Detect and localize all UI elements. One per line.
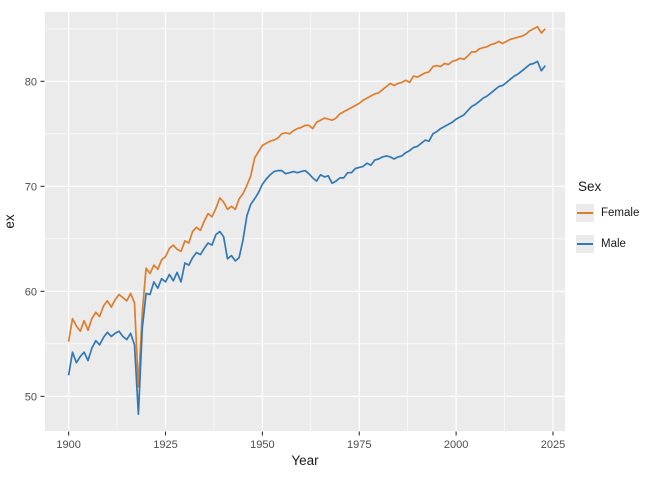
legend-items: Female Male (576, 204, 672, 266)
panel-background (45, 12, 565, 431)
series-line-female (67, 25, 546, 388)
x-tick-label: 2000 (444, 439, 468, 451)
legend-key-swatch (576, 235, 594, 253)
y-axis-title: ex (2, 214, 17, 229)
x-tick-label: 1950 (250, 439, 274, 451)
series-line-male (67, 60, 546, 416)
legend-label: Female (601, 207, 640, 219)
legend-label: Male (601, 238, 626, 250)
legend-title: Sex (578, 179, 602, 194)
legend-key-line (577, 212, 593, 214)
legend-item-male: Male (576, 235, 672, 253)
legend-key-swatch (576, 204, 594, 222)
x-tick-label: 1900 (56, 439, 80, 451)
legend-key-line (577, 243, 593, 245)
x-tick-label: 1925 (153, 439, 177, 451)
y-tick-label: 60 (25, 286, 37, 298)
y-tick-label: 70 (25, 181, 37, 193)
legend-item-female: Female (576, 204, 672, 222)
y-tick-label: 80 (25, 76, 37, 88)
x-tick-label: 2025 (541, 439, 565, 451)
x-axis-title: Year (291, 453, 319, 468)
x-tick-label: 1975 (347, 439, 371, 451)
y-tick-label: 50 (25, 391, 37, 403)
legend: Sex Female Male (576, 179, 672, 266)
